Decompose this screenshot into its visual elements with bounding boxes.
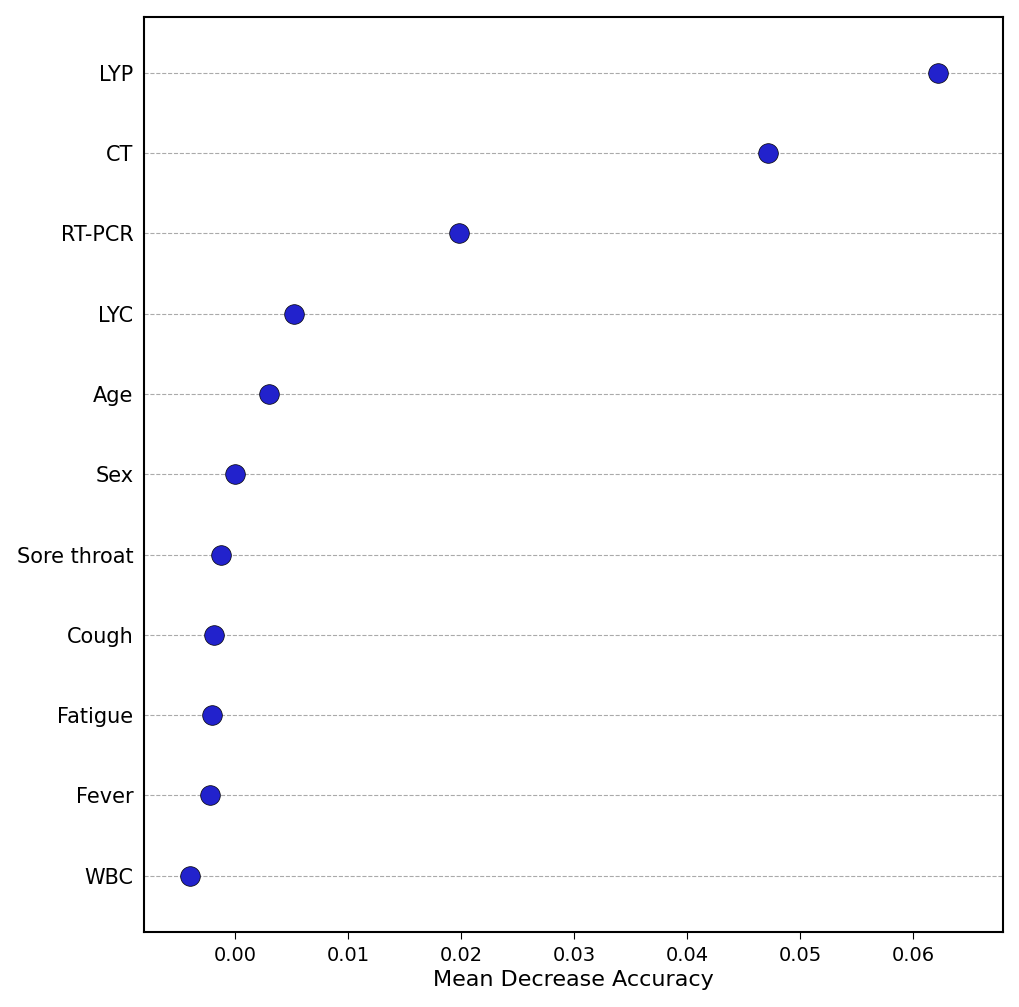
Point xyxy=(202,787,218,804)
Point xyxy=(285,306,302,322)
Point xyxy=(206,626,222,642)
Point xyxy=(226,466,243,482)
Point xyxy=(204,707,220,723)
Point xyxy=(213,547,229,563)
Point xyxy=(759,145,775,161)
X-axis label: Mean Decrease Accuracy: Mean Decrease Accuracy xyxy=(433,971,713,990)
Point xyxy=(181,868,198,884)
Point xyxy=(260,386,276,402)
Point xyxy=(450,226,467,242)
Point xyxy=(928,64,945,81)
